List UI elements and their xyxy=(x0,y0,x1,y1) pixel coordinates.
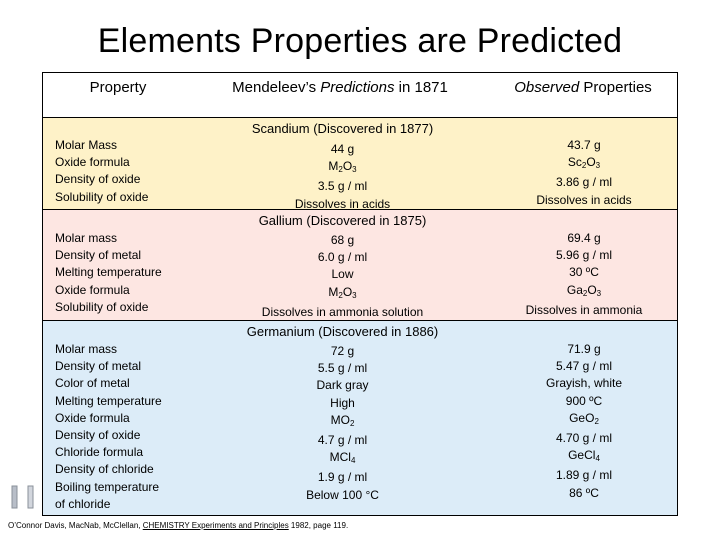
header-observed: Observed Properties xyxy=(514,79,652,96)
section-title-gallium: Gallium (Discovered in 1875) xyxy=(258,213,427,228)
section-scandium: Scandium (Discovered in 1877) Molar Mass… xyxy=(43,117,677,211)
scandium-property-list: Molar Mass Oxide formula Density of oxid… xyxy=(55,138,149,204)
first-slide-icon[interactable] xyxy=(10,482,40,512)
germanium-observed-values: 71.9 g 5.47 g / ml Grayish, white 900 ºC… xyxy=(545,342,623,500)
gallium-property-list: Molar mass Density of metal Melting temp… xyxy=(55,231,162,314)
germanium-property-list: Molar mass Density of metal Color of met… xyxy=(55,342,162,511)
scandium-observed-values: 43.7 g Sc2O3 3.86 g / ml Dissolves in ac… xyxy=(536,138,632,207)
slide-title: Elements Properties are Predicted xyxy=(97,22,623,60)
section-title-germanium: Germanium (Discovered in 1886) xyxy=(246,324,439,339)
table-header: Property Mendeleev’s Predictions in 1871… xyxy=(43,73,677,117)
citation: O’Connor Davis, MacNab, McClellan, CHEMI… xyxy=(8,521,349,530)
gallium-observed-values: 69.4 g 5.96 g / ml 30 ºC Ga2O3 Dissolves… xyxy=(525,231,643,317)
divider xyxy=(43,320,677,321)
germanium-predicted-values: 72 g 5.5 g / ml Dark gray High MO2 4.7 g… xyxy=(306,344,379,502)
header-predictions: Mendeleev’s Predictions in 1871 xyxy=(232,79,448,96)
properties-table: Property Mendeleev’s Predictions in 1871… xyxy=(42,72,678,516)
header-property: Property xyxy=(89,79,147,96)
section-germanium: Germanium (Discovered in 1886) Molar mas… xyxy=(43,321,677,515)
divider xyxy=(43,209,677,210)
section-title-scandium: Scandium (Discovered in 1877) xyxy=(251,121,434,136)
scandium-predicted-values: 44 g M2O3 3.5 g / ml Dissolves in acids xyxy=(294,142,391,211)
divider xyxy=(43,117,677,118)
gallium-predicted-values: 68 g 6.0 g / ml Low M2O3 Dissolves in am… xyxy=(261,233,424,319)
section-gallium: Gallium (Discovered in 1875) Molar mass … xyxy=(43,210,677,320)
